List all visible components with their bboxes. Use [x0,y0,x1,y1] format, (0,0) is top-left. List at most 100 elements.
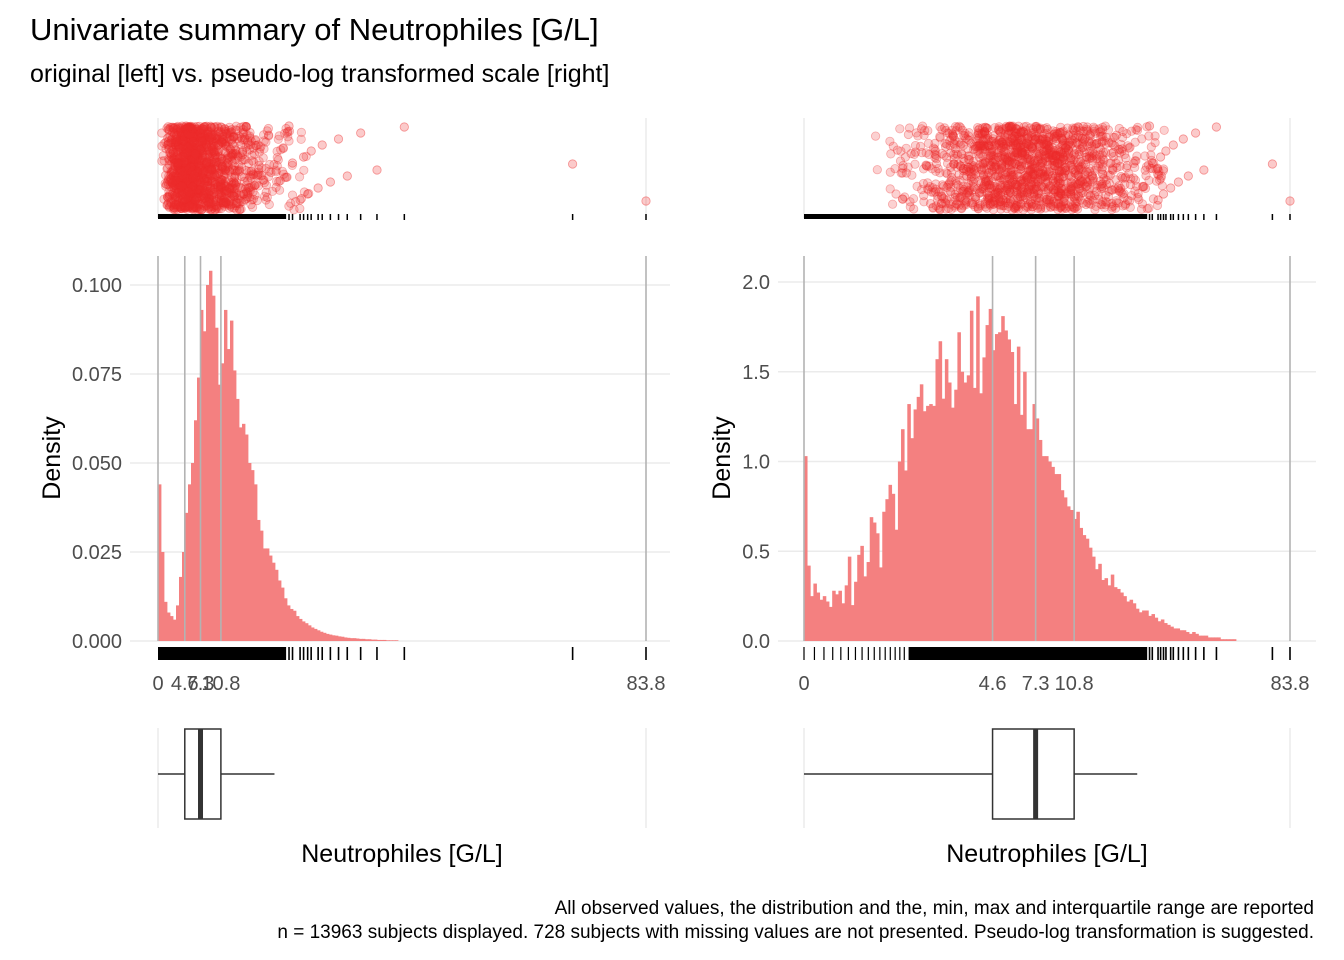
jitter-point [182,183,192,194]
histogram-bar [314,628,318,641]
jitter-point [184,177,194,187]
jitter-point [193,160,203,170]
histogram-bar [161,552,165,641]
histogram-bar [326,633,330,641]
jitter-point [190,168,200,178]
jitter-point [229,178,239,188]
jitter-point [215,185,225,195]
jitter-point [191,172,201,182]
histogram-bar [335,635,339,641]
histogram-bar [374,639,378,641]
jitter-point [254,147,264,157]
histogram-bar [1029,429,1033,641]
jitter-point [1063,149,1074,159]
jitter-point [220,138,230,149]
jitter-point [1043,124,1053,135]
jitter-point [189,130,199,140]
jitter-point [909,204,919,214]
jitter-point [181,141,191,151]
histogram-bar [299,618,303,641]
jitter-point [177,139,187,149]
histogram-bar [966,375,971,641]
jitter-point [188,205,198,215]
jitter-point [264,199,274,210]
jitter-point [168,138,178,148]
jitter-point [962,166,972,176]
jitter-point [200,130,210,140]
histogram-bar [248,463,252,641]
jitter-point [168,181,179,191]
histogram-bar [1167,624,1171,641]
jitter-point [908,194,919,204]
histogram-bar [1038,439,1043,641]
jitter-point [212,194,222,204]
jitter-point [207,134,217,144]
jitter-point [235,204,245,214]
histogram-bar [1079,527,1084,641]
jitter-point [185,147,195,157]
jitter-point [184,123,194,133]
jitter-outlier-point [1285,196,1295,206]
jitter-point [169,175,179,185]
jitter-point [189,201,199,211]
jitter-point [215,135,225,145]
jitter-point [205,181,215,191]
jitter-point [209,136,219,146]
jitter-point [997,163,1007,173]
jitter-point [182,176,192,186]
jitter-point [1088,195,1098,205]
jitter-point [192,205,202,215]
jitter-point [200,134,210,144]
jitter-point [202,200,212,210]
histogram-bar [392,640,396,641]
jitter-point [290,197,301,207]
jitter-point [173,173,183,183]
jitter-point [211,180,221,190]
jitter-outlier-point [1178,134,1188,144]
jitter-point [157,156,167,166]
jitter-point [216,164,226,174]
histogram-bar [329,634,333,641]
jitter-point [202,177,213,187]
jitter-outlier-point [1191,128,1201,138]
right-density-panel [778,256,1316,660]
jitter-point [238,150,248,160]
jitter-outlier-point [1173,177,1184,187]
jitter-point [242,192,252,202]
jitter-point [183,157,193,167]
histogram-bar [1092,556,1096,641]
jitter-point [272,153,282,163]
jitter-point [241,165,251,176]
jitter-point [1159,125,1169,135]
jitter-point [990,172,1000,182]
jitter-point [207,134,217,145]
jitter-point [1029,156,1039,167]
jitter-point [188,146,198,156]
jitter-point [171,176,182,186]
jitter-point [1134,195,1144,205]
jitter-point [191,146,201,156]
jitter-point [223,188,233,198]
jitter-point [289,205,299,215]
jitter-point [191,165,201,175]
jitter-point [246,173,256,183]
jitter-point [187,174,197,184]
jitter-point [175,202,185,212]
jitter-point [168,189,178,199]
histogram-bar [922,411,927,641]
jitter-point [190,161,200,171]
jitter-point [173,202,183,212]
rug-band [804,214,1148,219]
histogram-bar [386,640,390,641]
histogram-bar [1154,617,1159,641]
jitter-point [209,129,219,139]
jitter-point [169,203,179,213]
jitter-point [212,145,222,155]
jitter-point [171,137,181,147]
jitter-point [896,146,906,156]
jitter-outlier-point [1144,121,1155,131]
jitter-point [1033,124,1043,134]
histogram-bar [1020,414,1024,641]
jitter-point [245,127,255,138]
jitter-point [189,169,199,180]
